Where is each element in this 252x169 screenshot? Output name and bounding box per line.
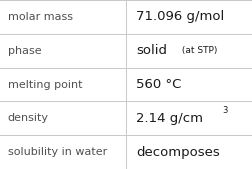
Text: melting point: melting point — [8, 79, 82, 90]
Text: density: density — [8, 113, 49, 123]
Text: solid: solid — [136, 44, 167, 57]
Text: solubility in water: solubility in water — [8, 147, 107, 157]
Text: 71.096 g/mol: 71.096 g/mol — [136, 10, 224, 23]
Text: decomposes: decomposes — [136, 146, 220, 159]
Text: molar mass: molar mass — [8, 12, 73, 22]
Text: 2.14 g/cm: 2.14 g/cm — [136, 112, 203, 125]
Text: 560 °C: 560 °C — [136, 78, 181, 91]
Text: 3: 3 — [223, 106, 228, 115]
Text: (at STP): (at STP) — [179, 46, 217, 55]
Text: phase: phase — [8, 46, 41, 56]
